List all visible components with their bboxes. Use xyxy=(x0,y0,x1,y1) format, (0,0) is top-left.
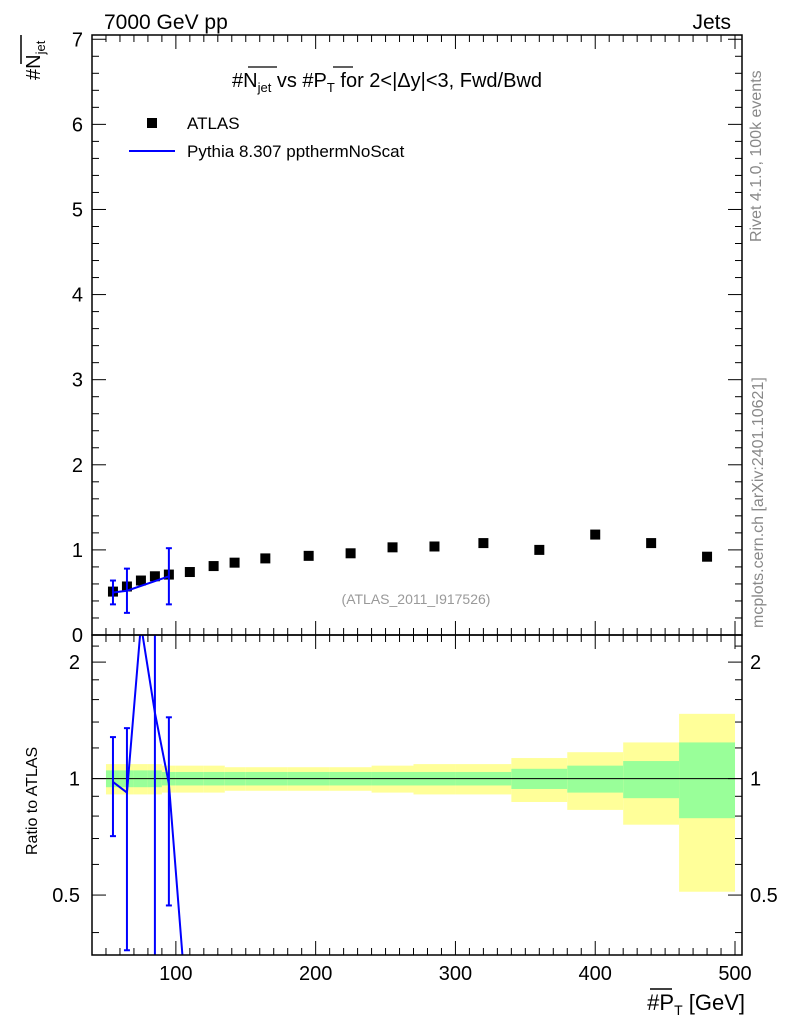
atlas-point xyxy=(590,529,601,540)
atlas-point xyxy=(478,538,489,549)
main-ticks: 0 1 2 3 4 5 6 7 xyxy=(72,29,742,647)
ratio-data xyxy=(109,635,184,955)
ratio-ticks: 0.5 0.5 1 1 2 2 100 200 300 400 500 xyxy=(52,635,778,985)
main-y-tick-label: 1 xyxy=(72,540,83,562)
atlas-point xyxy=(429,541,440,552)
ratio-panel: 0.5 0.5 1 1 2 2 100 200 300 400 500 Ratio to ATLAS xyxy=(24,634,778,985)
legend: ATLAS Pythia 8.307 ppthermNoScat xyxy=(129,114,405,161)
svg-text:#Njet: #Njet xyxy=(23,40,48,80)
main-y-tick-label: 4 xyxy=(72,285,83,307)
x-axis-title: #PT [GeV] xyxy=(647,988,745,1018)
main-title: #Njet vs #PT for 2<|Δy|<3, Fwd/Bwd xyxy=(232,66,542,95)
atlas-point xyxy=(303,550,314,561)
ratio-y-tick-label: 2 xyxy=(69,652,80,674)
main-y-tick-label: 3 xyxy=(72,370,83,392)
atlas-point xyxy=(260,553,271,564)
ratio-inner-band xyxy=(679,742,736,819)
atlas-point xyxy=(184,567,195,578)
svg-text:#Njet vs #PT for 2<|Δy|<3, Fwd: #Njet vs #PT for 2<|Δy|<3, Fwd/Bwd xyxy=(232,70,542,95)
main-data xyxy=(107,529,713,614)
header-energy-label: 7000 GeV pp xyxy=(104,11,228,34)
atlas-point xyxy=(229,557,240,568)
analysis-watermark: (ATLAS_2011_I917526) xyxy=(342,591,491,607)
ratio-bands xyxy=(92,713,742,892)
atlas-point xyxy=(534,544,545,555)
main-panel: 0 1 2 3 4 5 6 7 #Njet vs #PT for 2<|Δy|<3, Fwd/… xyxy=(72,29,743,647)
main-y-tick-label: 6 xyxy=(72,114,83,136)
ratio-x-tick-label: 100 xyxy=(159,963,192,985)
rivet-info-text: Rivet 4.1.0, 100k events xyxy=(748,70,765,242)
legend-atlas-marker xyxy=(147,118,157,128)
main-y-tick-label: 2 xyxy=(72,455,83,477)
atlas-point xyxy=(149,571,160,582)
ratio-y-tick-label-right: 0.5 xyxy=(750,885,778,907)
ratio-x-tick-label: 300 xyxy=(439,963,472,985)
ratio-x-tick-label: 200 xyxy=(299,963,332,985)
main-y-tick-label: 7 xyxy=(72,29,83,51)
legend-mc-label: Pythia 8.307 ppthermNoScat xyxy=(187,142,405,161)
header-process-label: Jets xyxy=(692,11,731,34)
ratio-x-tick-label: 400 xyxy=(579,963,612,985)
ratio-y-tick-label: 1 xyxy=(69,769,80,791)
ratio-mc-line xyxy=(112,635,184,955)
atlas-point xyxy=(702,551,713,562)
main-y-axis-title: #Njet xyxy=(20,35,48,80)
atlas-point xyxy=(135,575,146,586)
ratio-y-tick-label-right: 2 xyxy=(750,652,761,674)
ratio-frame xyxy=(91,634,743,956)
ratio-y-axis-title: Ratio to ATLAS xyxy=(24,747,41,855)
main-y-tick-label: 0 xyxy=(72,625,83,647)
ratio-inner-band xyxy=(623,761,680,799)
atlas-point xyxy=(208,561,219,572)
ratio-y-tick-label-right: 1 xyxy=(750,769,761,791)
svg-text:#PT [GeV]: #PT [GeV] xyxy=(647,990,745,1018)
atlas-point xyxy=(646,538,657,549)
atlas-point xyxy=(345,548,356,559)
legend-atlas-label: ATLAS xyxy=(187,114,240,133)
mcplots-info-text: mcplots.cern.ch [arXiv:2401.10621] xyxy=(750,377,767,628)
main-y-tick-label: 5 xyxy=(72,199,83,221)
ratio-inner-band xyxy=(567,765,624,793)
atlas-point xyxy=(387,542,398,553)
ratio-y-tick-label: 0.5 xyxy=(52,885,80,907)
ratio-x-tick-label: 500 xyxy=(718,963,751,985)
